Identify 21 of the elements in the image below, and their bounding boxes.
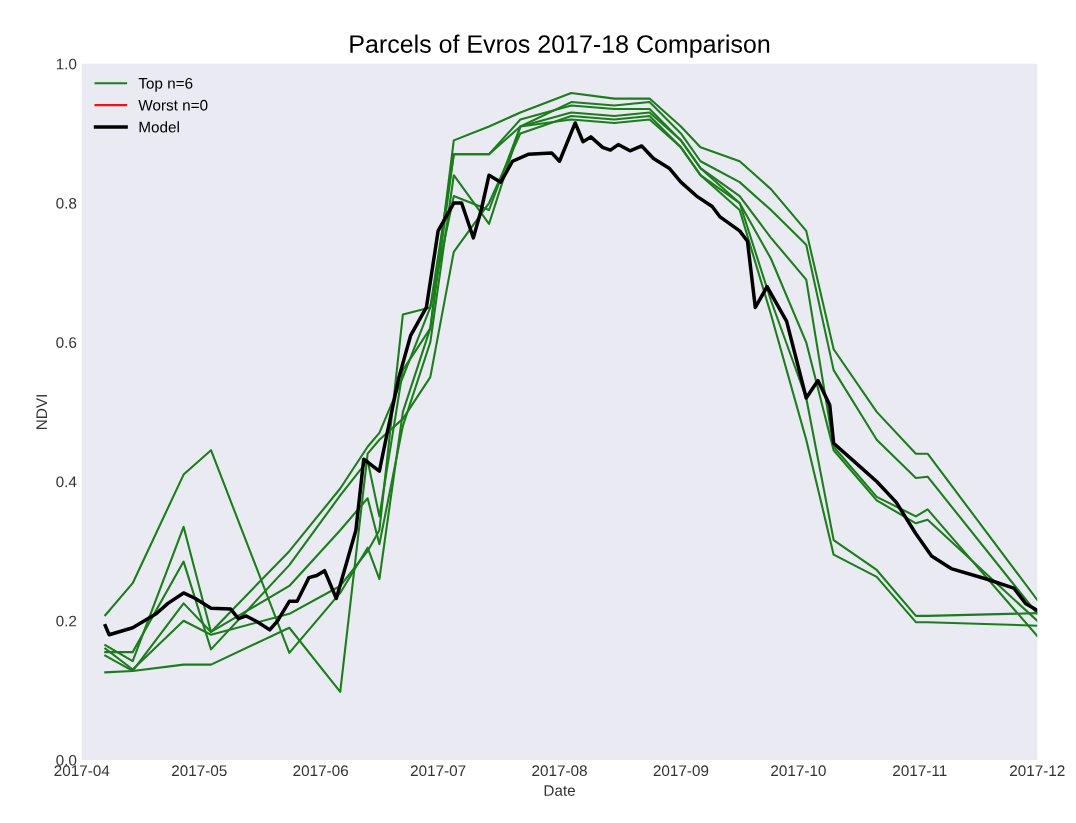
x-tick-label: 2017-06 [293, 765, 349, 777]
x-tick-label: 2017-09 [653, 765, 709, 777]
x-tick-label: 2017-08 [532, 765, 587, 777]
x-tick-label: 2017-05 [171, 765, 227, 777]
y-axis-title: NDVI [36, 395, 47, 429]
x-tick-label: 2017-04 [54, 765, 110, 777]
x-tick-label: 2017-11 [893, 765, 947, 777]
y-tick-label: 0.8 [56, 197, 77, 209]
legend-label: Model [139, 121, 179, 133]
y-tick-label: 1.0 [56, 58, 77, 70]
chart-title: Parcels of Evros 2017-18 Comparison [350, 34, 770, 58]
y-tick-label: 0.6 [56, 337, 77, 348]
x-axis-title: Date [544, 785, 575, 796]
x-tick-label: 2017-07 [410, 765, 466, 777]
y-tick-label: 0.0 [56, 754, 77, 766]
x-tick-label: 2017-10 [771, 765, 826, 777]
legend-label: Top n=6 [138, 77, 193, 92]
y-tick-label: 0.2 [56, 615, 77, 627]
y-tick-label: 0.4 [56, 476, 77, 488]
x-tick-label: 2017-12 [1010, 765, 1065, 777]
legend-label: Worst n=0 [138, 99, 208, 111]
